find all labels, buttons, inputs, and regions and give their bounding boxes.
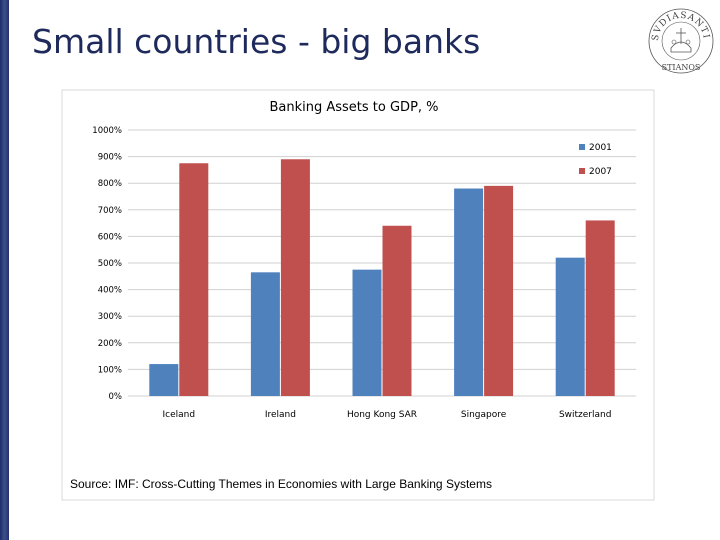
bar-2001 — [149, 364, 179, 396]
bars — [149, 159, 615, 396]
source-note: Source: IMF: Cross-Cutting Themes in Eco… — [70, 477, 492, 491]
y-tick-label: 600% — [98, 232, 122, 242]
legend: 2001 2007 — [579, 143, 612, 177]
y-tick-label: 800% — [98, 179, 122, 189]
bar-2001 — [454, 188, 484, 396]
x-axis-tick-labels: Iceland Ireland Hong Kong SAR Singapore Swit… — [163, 410, 612, 420]
x-tick-label: Ireland — [265, 410, 296, 420]
x-tick-label: Switzerland — [559, 410, 612, 420]
x-tick-label: Singapore — [461, 410, 507, 420]
y-axis-tick-labels: 0% 100% 200% 300% 400% 500% 600% 700% 800% 900% 10… — [92, 126, 122, 402]
bar-2007 — [179, 163, 209, 396]
y-tick-label: 1000% — [92, 126, 122, 136]
bar-2007 — [484, 185, 514, 396]
legend-label: 2001 — [589, 143, 612, 153]
legend-label: 2007 — [589, 167, 612, 177]
left-accent-bar — [0, 0, 9, 540]
y-tick-label: 200% — [98, 339, 122, 349]
bar-2007 — [585, 220, 615, 396]
x-tick-label: Hong Kong SAR — [347, 410, 417, 420]
y-tick-label: 400% — [98, 286, 122, 296]
y-tick-label: 500% — [98, 259, 122, 269]
chart-title: Banking Assets to GDP, % — [269, 100, 438, 115]
legend-swatch — [579, 168, 585, 174]
bar-2001 — [555, 257, 585, 396]
slide-title: Small countries - big banks — [32, 22, 481, 61]
svg-text:STIANOS: STIANOS — [662, 63, 701, 72]
bar-2001 — [352, 269, 382, 396]
legend-swatch — [579, 144, 585, 150]
bar-2001 — [250, 272, 280, 396]
bar-2007 — [382, 225, 412, 396]
y-tick-label: 700% — [98, 206, 122, 216]
x-tick-label: Iceland — [163, 410, 196, 420]
gridlines — [128, 129, 636, 397]
bar-2007 — [280, 159, 310, 396]
y-tick-label: 100% — [98, 365, 122, 375]
y-tick-label: 0% — [109, 392, 123, 402]
y-tick-label: 300% — [98, 312, 122, 322]
university-seal-logo: SVDIASANTI STIANOS — [648, 8, 714, 74]
y-tick-label: 900% — [98, 153, 122, 163]
